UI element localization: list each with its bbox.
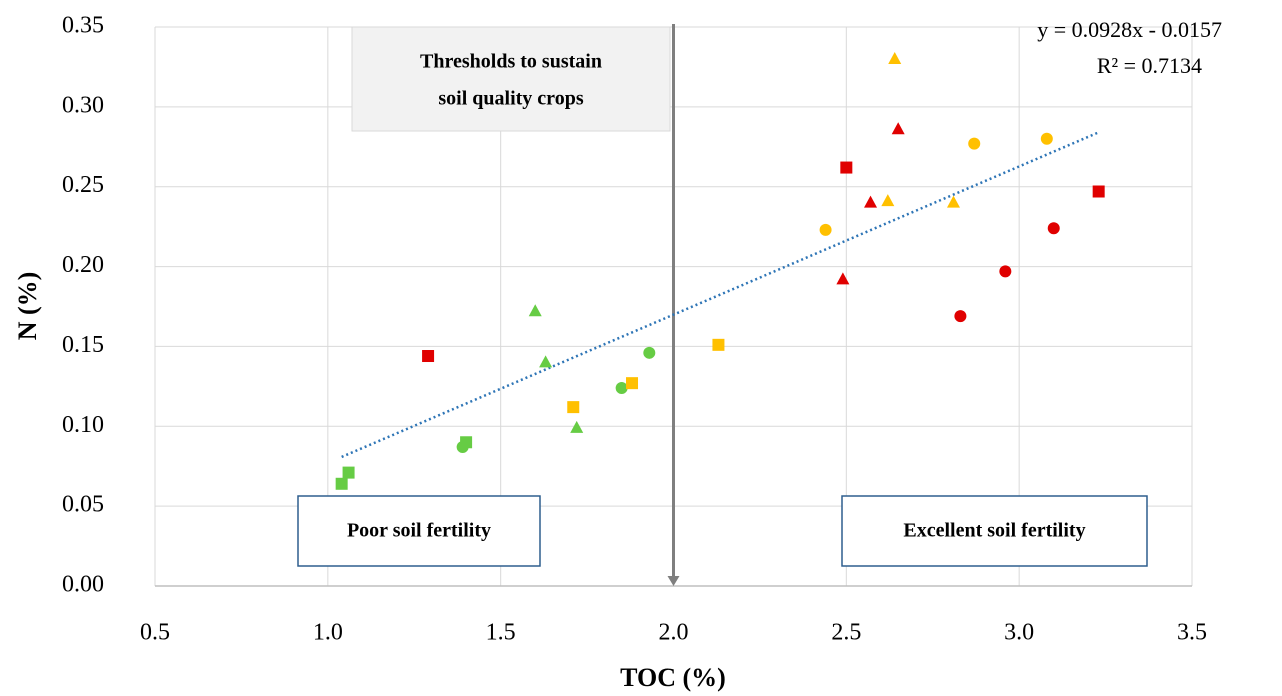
point bbox=[342, 466, 355, 479]
y-tick-label: 0.30 bbox=[62, 92, 104, 118]
point bbox=[840, 161, 853, 174]
point bbox=[539, 355, 553, 368]
y-tick-label: 0.25 bbox=[62, 172, 104, 198]
point bbox=[819, 223, 832, 236]
x-tick-label: 3.0 bbox=[1004, 620, 1034, 646]
zone-box bbox=[841, 495, 1148, 567]
y-tick-label: 0.00 bbox=[62, 572, 104, 598]
annotation-text: Thresholds to sustain bbox=[420, 51, 602, 73]
zone-label: Poor soil fertility bbox=[347, 520, 491, 542]
point bbox=[567, 401, 580, 414]
point bbox=[456, 441, 469, 454]
point bbox=[626, 377, 639, 390]
point bbox=[891, 122, 905, 135]
point bbox=[643, 346, 656, 359]
point bbox=[1047, 222, 1060, 235]
x-axis-title: TOC (%) bbox=[620, 663, 726, 692]
annotation-text: soil quality crops bbox=[438, 88, 583, 110]
y-tick-label: 0.05 bbox=[62, 492, 104, 518]
point bbox=[712, 338, 725, 351]
point bbox=[528, 304, 542, 317]
threshold-arrow bbox=[667, 576, 680, 586]
y-axis-title: N (%) bbox=[13, 272, 42, 341]
point bbox=[615, 381, 628, 394]
x-tick-label: 3.5 bbox=[1177, 620, 1207, 646]
point bbox=[1092, 185, 1105, 198]
zone-label: Excellent soil fertility bbox=[903, 520, 1085, 542]
point bbox=[954, 310, 967, 323]
y-tick-label: 0.35 bbox=[62, 13, 104, 39]
y-tick-label: 0.10 bbox=[62, 412, 104, 438]
y-tick-label: 0.15 bbox=[62, 332, 104, 358]
point bbox=[881, 194, 895, 207]
y-tick-label: 0.20 bbox=[62, 252, 104, 278]
point bbox=[422, 350, 435, 363]
x-tick-label: 2.0 bbox=[659, 620, 689, 646]
point bbox=[570, 420, 584, 433]
x-tick-label: 1.5 bbox=[486, 620, 516, 646]
annotation-box bbox=[351, 26, 671, 132]
x-tick-label: 0.5 bbox=[140, 620, 170, 646]
point bbox=[968, 137, 981, 150]
point bbox=[836, 272, 850, 285]
trendline-r2: R² = 0.7134 bbox=[1097, 53, 1202, 78]
point bbox=[1040, 132, 1053, 145]
point bbox=[888, 51, 902, 64]
point bbox=[864, 195, 878, 208]
trendline-equation: y = 0.0928x - 0.0157 bbox=[1037, 17, 1222, 42]
point bbox=[335, 477, 348, 490]
point bbox=[946, 195, 960, 208]
point bbox=[999, 265, 1012, 278]
x-tick-label: 2.5 bbox=[831, 620, 861, 646]
x-tick-label: 1.0 bbox=[313, 620, 343, 646]
zone-box bbox=[297, 495, 541, 567]
trendline bbox=[341, 131, 1100, 459]
